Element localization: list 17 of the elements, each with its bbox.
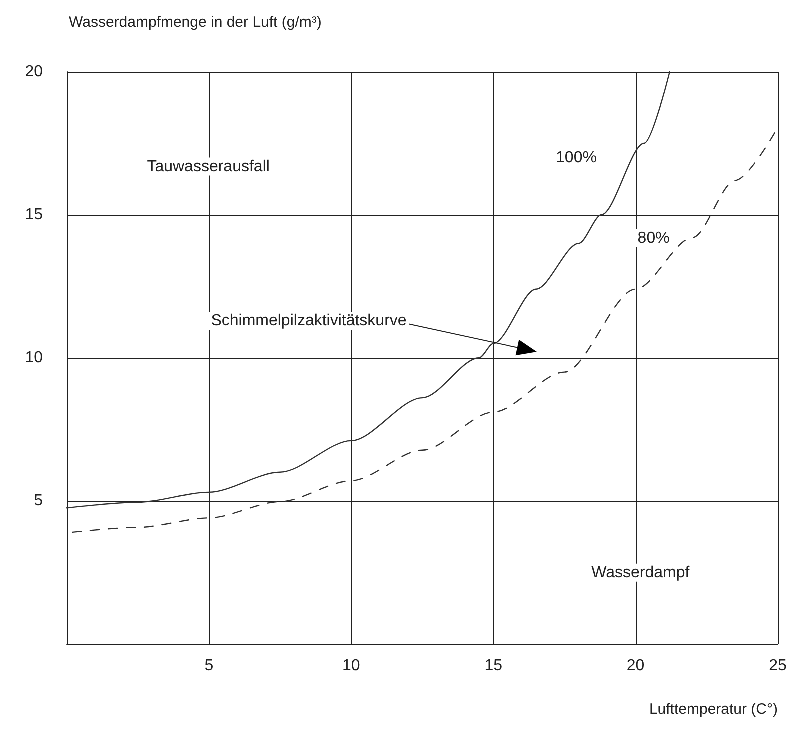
annotation: Tauwasserausfall (147, 158, 270, 176)
x-tick-label: 25 (769, 658, 787, 674)
series-label: 80% (638, 230, 670, 247)
y-axis-title: Wasserdampfmenge in der Luft (g/m³) (69, 14, 322, 31)
y-tick-label: 10 (25, 350, 44, 366)
x-tick-label: 20 (626, 658, 645, 674)
x-tick-label: 5 (204, 658, 214, 674)
line-series (66, 71, 671, 509)
y-tick-label: 15 (25, 206, 44, 224)
annotation: Schimmelpilzaktivitätskurve (211, 312, 407, 330)
x-axis-title: Lufttemperatur (C°) (649, 701, 778, 718)
x-tick-label: 10 (342, 658, 360, 674)
x-tick-label: 15 (484, 658, 503, 674)
series-label: 100% (556, 150, 597, 167)
annotation: Wasserdampf (592, 564, 690, 582)
y-tick-label: 20 (25, 64, 44, 80)
y-tick-label: 5 (34, 492, 44, 510)
